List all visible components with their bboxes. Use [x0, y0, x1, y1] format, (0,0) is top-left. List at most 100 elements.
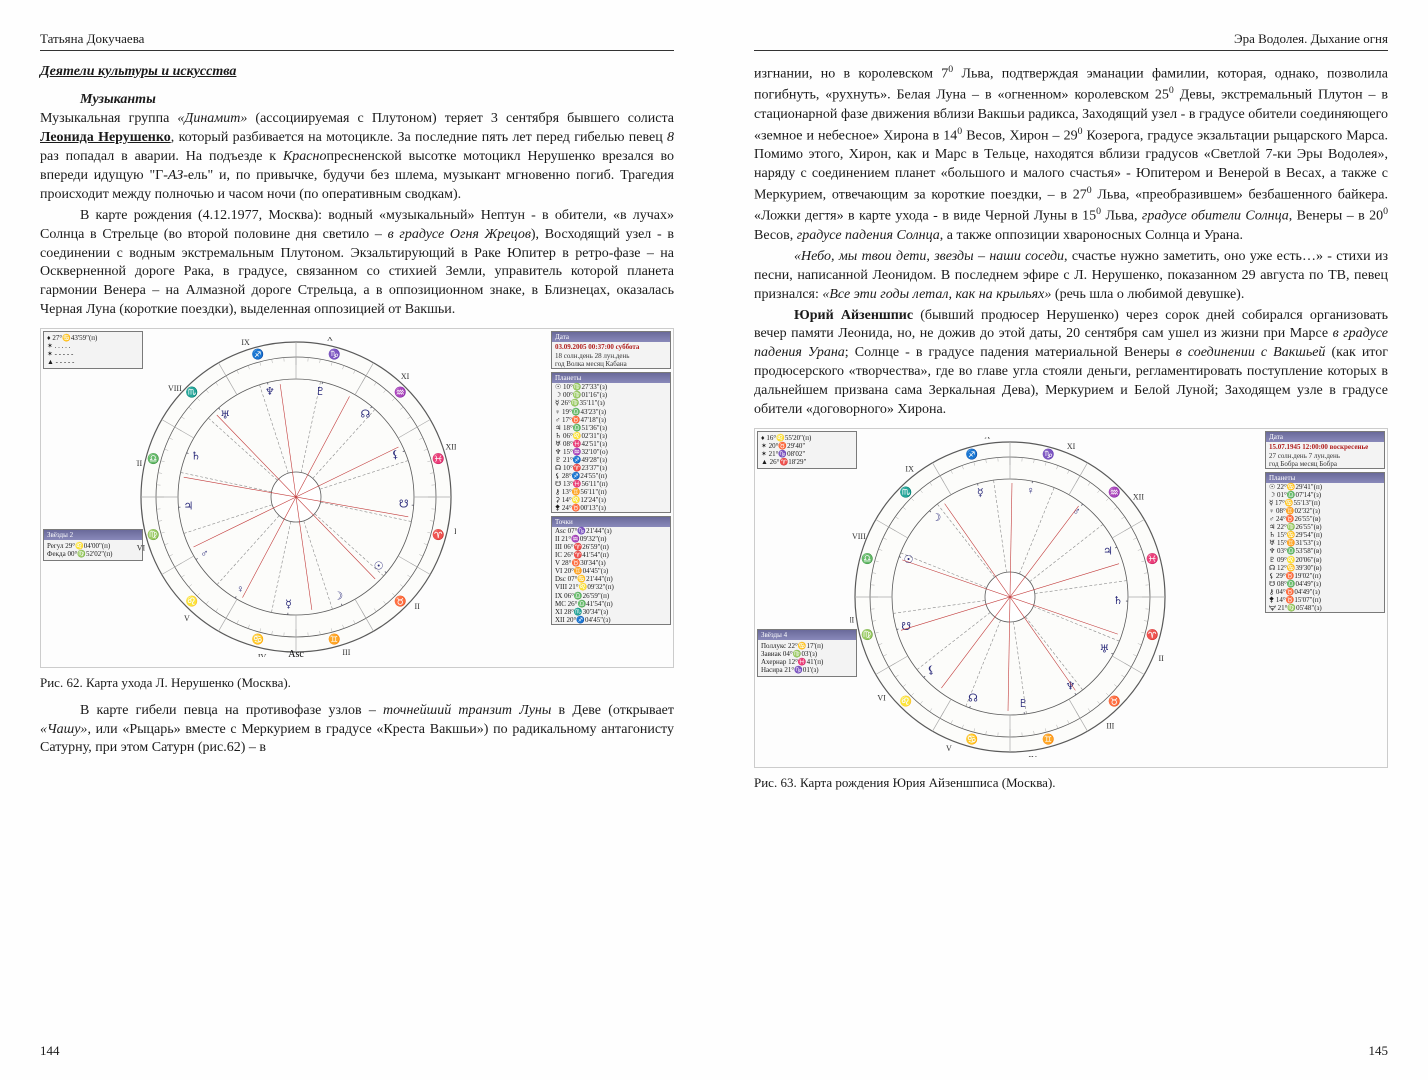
chart62-wheel: ♈♉♊♋♌♍♎♏♐♑♒♓IIIIIIIVVVIVIIVIIIIXXXIXII☉☽…: [136, 337, 456, 657]
svg-text:VIII: VIII: [852, 532, 866, 541]
svg-text:♄: ♄: [191, 451, 201, 463]
svg-text:VIII: VIII: [168, 384, 182, 393]
svg-text:♐: ♐: [252, 348, 264, 361]
svg-text:♈: ♈: [1146, 628, 1158, 641]
svg-text:II: II: [414, 602, 420, 611]
svg-text:IX: IX: [905, 464, 914, 473]
para-musicians: Музыканты Музыкальная группа «Динамит» (…: [40, 91, 674, 204]
svg-text:IV: IV: [1028, 754, 1037, 757]
chart62-config-box: ♦ 27°♋43'59"(п)✶ . . . . .✶ - - - - -▲ -…: [43, 331, 143, 369]
svg-text:♇: ♇: [315, 386, 325, 398]
svg-text:♑: ♑: [328, 348, 340, 361]
svg-text:♅: ♅: [1100, 643, 1110, 655]
svg-text:♐: ♐: [966, 447, 978, 460]
para-birthchart: В карте рождения (4.12.1977, Москва): во…: [40, 207, 674, 320]
svg-text:♄: ♄: [1113, 595, 1123, 607]
svg-text:☋: ☋: [399, 499, 409, 511]
svg-text:♌: ♌: [899, 694, 911, 707]
running-head-left: Татьяна Докучаева: [40, 30, 674, 51]
svg-text:♉: ♉: [394, 594, 406, 607]
svg-text:II: II: [1158, 654, 1164, 663]
svg-text:♀: ♀: [1026, 485, 1034, 497]
svg-text:XI: XI: [1067, 442, 1076, 451]
svg-text:⚸: ⚸: [927, 665, 935, 677]
chart-63: ♦ 16°♌55'20"(п)✶ 20°♉29'40"✶ 21°♑08'02"▲…: [754, 428, 1388, 768]
chart63-planets-box: Планеты ☉ 22°♋29'41"(п)☽ 01°♎07'14"(з)☿ …: [1265, 472, 1385, 613]
svg-text:♃: ♃: [1103, 545, 1113, 557]
svg-text:♒: ♒: [1108, 486, 1120, 499]
chart-62: ♦ 27°♋43'59"(п)✶ . . . . .✶ - - - - -▲ -…: [40, 328, 674, 668]
svg-text:♇: ♇: [1018, 698, 1028, 710]
svg-text:V: V: [946, 744, 952, 753]
svg-text:♋: ♋: [252, 633, 264, 646]
svg-text:♃: ♃: [183, 501, 193, 513]
svg-text:III: III: [1106, 721, 1114, 730]
svg-text:☽: ☽: [931, 512, 941, 524]
svg-text:☋: ☋: [901, 621, 911, 633]
svg-text:I: I: [454, 527, 456, 536]
chart63-date-box: Дата 15.07.1945 12:00:00 воскресенье 27 …: [1265, 431, 1385, 469]
svg-text:♓: ♓: [432, 452, 444, 465]
page-number-left: 144: [40, 1042, 674, 1060]
svg-text:VI: VI: [877, 693, 886, 702]
svg-text:X: X: [984, 437, 990, 441]
svg-text:⚸: ⚸: [391, 449, 399, 461]
svg-text:XII: XII: [1133, 493, 1144, 502]
svg-text:☿: ☿: [977, 487, 984, 499]
svg-text:☊: ☊: [968, 692, 978, 704]
svg-text:♎: ♎: [861, 552, 873, 565]
page-number-right: 145: [754, 1042, 1388, 1060]
para-r3: Юрий Айзеншпис (бывший продюсер Нерушенк…: [754, 307, 1388, 420]
svg-text:♓: ♓: [1146, 552, 1158, 565]
svg-text:♑: ♑: [1042, 447, 1054, 460]
chart62-stars-box: Звёзды 2Регул 29°♌04'00"(п)Фекда 00°♍52'…: [43, 529, 143, 561]
chart62-planets-box: Планеты ☉ 10°♍27'33"(з)☽ 00°♍01'16"(з)☿ …: [551, 372, 671, 513]
svg-text:☉: ☉: [904, 554, 914, 566]
svg-text:Asc: Asc: [288, 649, 304, 657]
para-r1: изгнании, но в королевском 70 Льва, подт…: [754, 63, 1388, 246]
svg-text:XI: XI: [401, 372, 410, 381]
svg-text:V: V: [184, 614, 190, 623]
svg-text:♏: ♏: [899, 486, 911, 499]
svg-text:♉: ♉: [1108, 694, 1120, 707]
svg-text:X: X: [327, 337, 333, 343]
chart62-date-box: Дата 03.09.2005 00:37:00 суббота 18 солн…: [551, 331, 671, 369]
name-aizenshpis: Юрий Айзеншпис: [794, 308, 913, 323]
svg-text:♀: ♀: [236, 584, 244, 596]
svg-text:IV: IV: [258, 653, 267, 658]
chart62-points-box: Точки Asc 07°♑21'44"(з)II 21°♒09'32"(п)I…: [551, 516, 671, 625]
para-deathchart: В карте гибели певца на противофазе узло…: [40, 702, 674, 759]
svg-text:XII: XII: [445, 443, 456, 452]
svg-text:♊: ♊: [328, 633, 340, 646]
page-left: Татьяна Докучаева Деятели культуры и иск…: [0, 30, 714, 1060]
para-r2: «Небо, мы твои дети, звезды – наши сосед…: [754, 248, 1388, 305]
running-head-right: Эра Водолея. Дыхание огня: [754, 30, 1388, 51]
svg-text:♈: ♈: [432, 528, 444, 541]
svg-text:VII: VII: [136, 459, 142, 468]
svg-text:IX: IX: [241, 338, 250, 347]
chart63-stars-box: Звёзды 4Поллукс 22°♋17'(п)Завиак 04°♍03'…: [757, 629, 857, 677]
svg-text:♋: ♋: [966, 732, 978, 745]
svg-text:♎: ♎: [147, 452, 159, 465]
name-nerushenko: Леонида Нерушенко: [40, 130, 171, 145]
svg-text:☽: ☽: [333, 591, 343, 603]
caption-62: Рис. 62. Карта ухода Л. Нерушенко (Москв…: [40, 674, 674, 692]
subhead-musicians: Музыканты: [80, 92, 156, 107]
svg-text:VII: VII: [850, 616, 854, 625]
chart63-config-box: ♦ 16°♌55'20"(п)✶ 20°♉29'40"✶ 21°♑08'02"▲…: [757, 431, 857, 469]
chart62-side-column: Дата 03.09.2005 00:37:00 суббота 18 солн…: [551, 331, 671, 628]
svg-text:♆: ♆: [1065, 680, 1075, 692]
svg-text:☉: ☉: [374, 561, 384, 573]
section-title: Деятели культуры и искусства: [40, 63, 674, 82]
svg-text:♒: ♒: [394, 386, 406, 399]
chart63-wheel: ♈♉♊♋♌♍♎♏♐♑♒♓IIIIIIIVVVIVIIVIIIIXXXIXII☉☽…: [850, 437, 1170, 757]
svg-text:♍: ♍: [861, 628, 873, 641]
svg-text:III: III: [342, 648, 350, 657]
svg-text:♏: ♏: [185, 386, 197, 399]
svg-text:♍: ♍: [147, 528, 159, 541]
chart63-side-column: Дата 15.07.1945 12:00:00 воскресенье 27 …: [1265, 431, 1385, 616]
page-right: Эра Водолея. Дыхание огня изгнании, но в…: [714, 30, 1428, 1060]
svg-text:☿: ☿: [285, 599, 292, 611]
svg-text:♂: ♂: [1072, 506, 1080, 518]
svg-text:♊: ♊: [1042, 732, 1054, 745]
